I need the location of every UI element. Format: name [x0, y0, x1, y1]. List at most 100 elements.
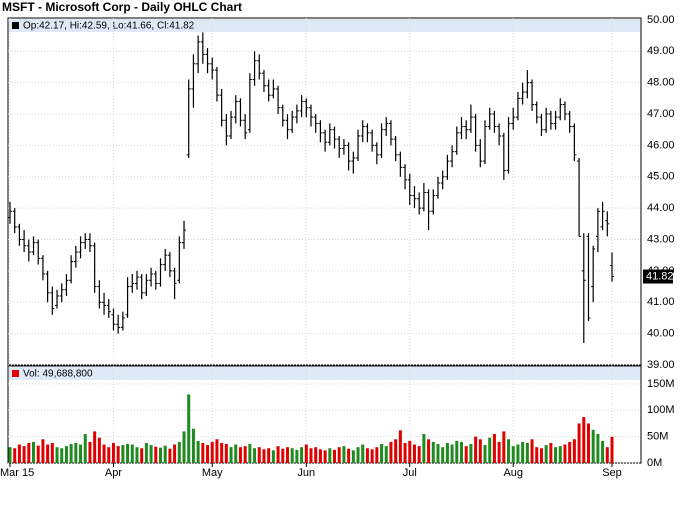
volume-bar — [135, 447, 139, 463]
volume-bar — [342, 446, 346, 463]
volume-bar — [469, 444, 473, 463]
x-tick-label: Sep — [602, 467, 622, 479]
y2-tick-label: 100M — [647, 404, 675, 416]
volume-bar — [488, 437, 492, 463]
y2-tick-label: 50M — [647, 431, 668, 443]
volume-bar — [328, 448, 332, 463]
volume-bar — [111, 442, 115, 463]
volume-bar — [596, 434, 600, 463]
volume-bar — [474, 436, 478, 463]
volume-bar — [455, 440, 459, 463]
x-tick-label: Mar 15 — [0, 467, 34, 479]
volume-bar — [558, 446, 562, 463]
volume-bar — [356, 447, 360, 463]
volume-bar — [276, 446, 280, 463]
volume-bar — [370, 449, 374, 463]
volume-bar — [333, 449, 337, 463]
volume-bar — [36, 445, 40, 463]
volume-bar — [248, 444, 252, 463]
volume-bar — [380, 444, 384, 463]
volume-bar — [586, 423, 590, 463]
volume-bar — [97, 437, 101, 463]
y-tick-label: 40.00 — [647, 328, 675, 340]
volume-bar — [50, 442, 54, 463]
x-tick-label: Apr — [105, 467, 122, 479]
volume-bar — [154, 446, 158, 463]
volume-bar — [116, 446, 120, 463]
volume-bar — [224, 444, 228, 463]
volume-bar — [191, 428, 195, 463]
volume-bar — [55, 447, 59, 463]
volume-bar — [46, 444, 50, 463]
volume-bar — [563, 444, 567, 463]
volume-bar — [159, 447, 162, 463]
volume-bar — [460, 441, 463, 463]
volume-bar — [577, 423, 581, 463]
volume-bar — [163, 445, 167, 463]
volume-bar — [314, 447, 318, 463]
volume-bar — [601, 440, 605, 463]
volume-bar — [262, 449, 266, 463]
volume-bar — [441, 447, 445, 463]
volume-bar — [27, 442, 31, 463]
volume-legend-swatch — [12, 370, 19, 377]
volume-bar — [13, 448, 17, 463]
volume-bar — [22, 446, 26, 463]
volume-bar — [610, 436, 614, 463]
volume-bar — [582, 417, 586, 463]
volume-bar — [549, 442, 553, 463]
volume-bar — [351, 450, 355, 463]
volume-bar — [253, 448, 257, 463]
last-price-box — [643, 269, 673, 284]
volume-bar — [229, 447, 233, 463]
volume-bar — [300, 447, 304, 463]
volume-bar — [238, 447, 242, 463]
y-tick-label: 44.00 — [647, 202, 675, 214]
volume-bar — [492, 434, 496, 463]
volume-bar — [417, 446, 421, 463]
y-tick-label: 48.00 — [647, 77, 675, 89]
volume-bar — [107, 447, 111, 463]
volume-bar — [79, 444, 83, 463]
volume-bar — [427, 439, 431, 463]
volume-bar — [187, 394, 191, 463]
price-panel — [7, 17, 642, 366]
volume-bar — [290, 448, 294, 463]
y-tick-label: 39.00 — [647, 359, 675, 371]
volume-bar — [347, 448, 351, 463]
volume-legend-band — [9, 367, 640, 380]
volume-bar — [182, 431, 186, 463]
x-tick-label: Jun — [297, 467, 315, 479]
volume-bar — [149, 445, 153, 463]
last-price-label: 41.82 — [646, 270, 674, 282]
volume-bar — [234, 444, 238, 463]
y-tick-label: 50.00 — [647, 14, 675, 26]
volume-bar — [130, 444, 134, 463]
volume-bar — [483, 445, 487, 463]
volume-bar — [281, 448, 285, 463]
volume-bar — [32, 441, 36, 463]
volume-bar — [8, 447, 12, 463]
volume-bar — [69, 444, 73, 463]
volume-bar — [257, 447, 261, 463]
volume-bar — [375, 447, 379, 463]
volume-bar — [173, 444, 177, 463]
volume-bar — [568, 441, 572, 463]
volume-bar — [17, 444, 21, 463]
volume-bar — [507, 439, 511, 463]
volume-bar — [337, 447, 341, 463]
volume-bar — [389, 441, 393, 463]
volume-bar — [394, 439, 398, 463]
price-legend: Op:42.17, Hi:42.59, Lo:41.66, Cl:41.82 — [23, 21, 195, 32]
volume-bar — [295, 449, 299, 463]
volume-bar — [450, 444, 454, 463]
volume-bar — [177, 441, 181, 463]
volume-bar — [539, 448, 543, 463]
volume-bar — [267, 448, 271, 463]
volume-bar — [412, 444, 416, 463]
volume-bar — [516, 444, 520, 463]
y-tick-label: 45.00 — [647, 171, 675, 183]
volume-bar — [605, 447, 609, 463]
